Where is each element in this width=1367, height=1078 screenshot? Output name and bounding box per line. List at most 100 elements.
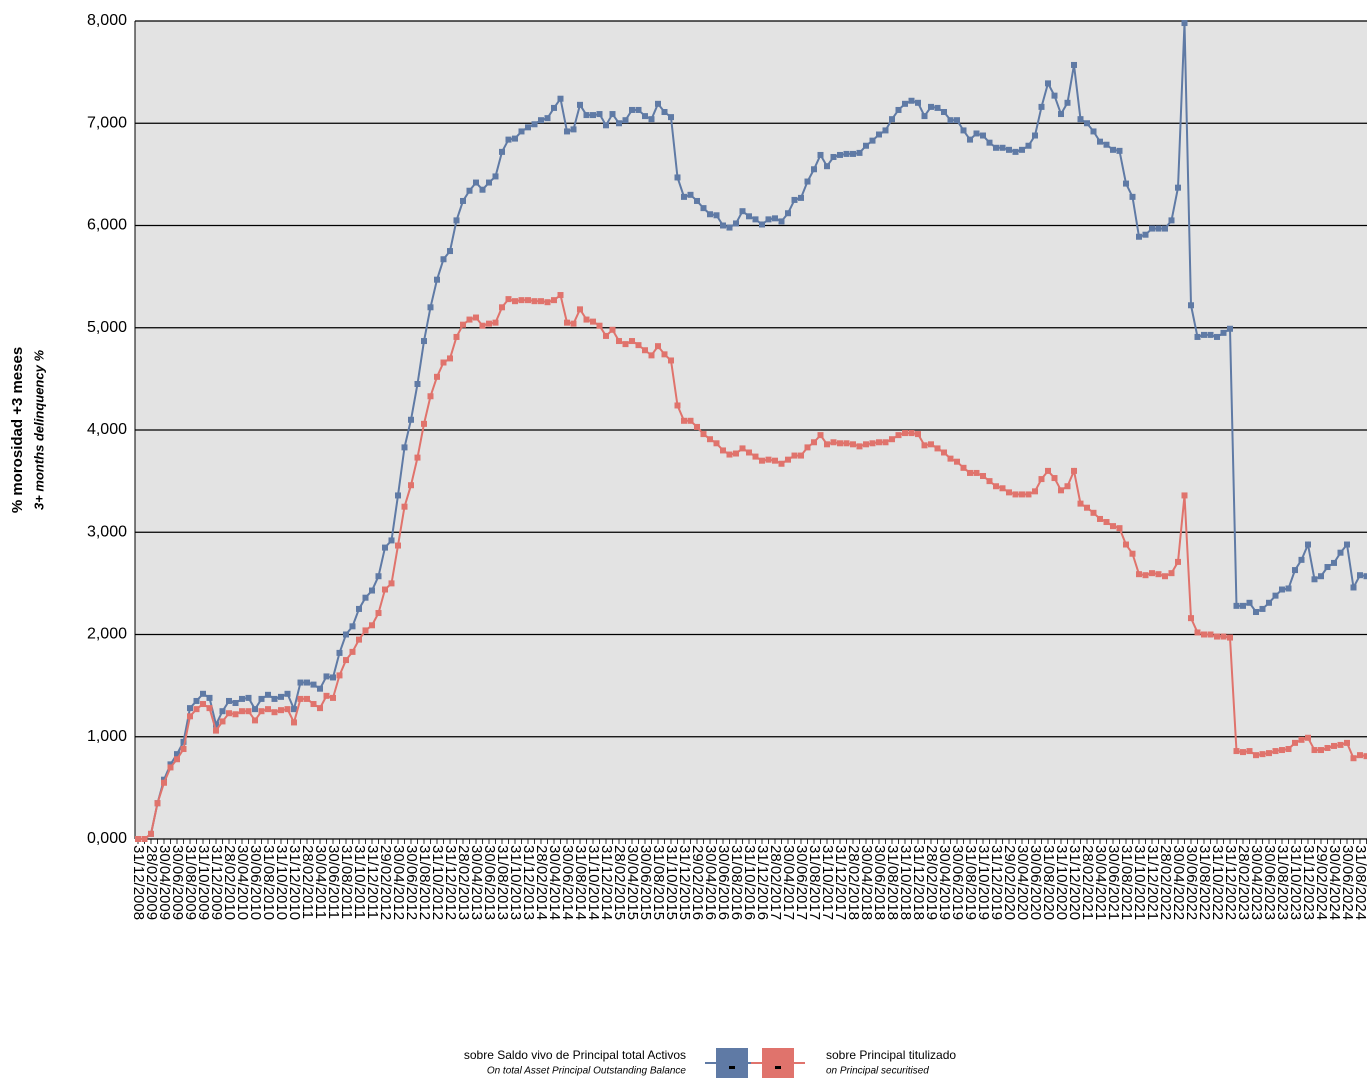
x-tick-label: 30/06/2012 xyxy=(403,845,420,920)
point xyxy=(947,117,954,124)
x-tick-label: 31/10/2020 xyxy=(1053,845,1070,920)
point xyxy=(941,449,947,456)
point xyxy=(908,97,915,104)
point xyxy=(1311,576,1318,583)
point xyxy=(1214,333,1220,340)
point xyxy=(616,120,622,127)
point xyxy=(1051,475,1058,482)
point xyxy=(1227,634,1233,641)
point xyxy=(174,751,180,758)
point xyxy=(869,440,876,447)
point xyxy=(1045,80,1051,87)
point xyxy=(876,131,882,138)
x-tick-label: 30/04/2015 xyxy=(624,845,641,920)
point xyxy=(1246,599,1253,606)
point xyxy=(1350,584,1357,591)
x-tick-label: 31/10/2014 xyxy=(585,845,602,920)
x-tick-label: 28/02/2022 xyxy=(1157,845,1174,920)
point xyxy=(245,694,252,701)
point xyxy=(1305,541,1311,548)
point xyxy=(1142,572,1149,579)
x-tick-label: 28/02/2014 xyxy=(533,845,550,920)
x-tick-label: 31/10/2015 xyxy=(663,845,680,920)
point xyxy=(648,352,655,359)
x-tick-label: 31/08/2015 xyxy=(650,845,667,920)
x-tick-label: 31/10/2019 xyxy=(975,845,992,920)
point xyxy=(252,717,258,724)
x-tick-label: 31/12/2017 xyxy=(832,845,849,920)
point xyxy=(889,436,895,443)
point xyxy=(206,705,213,712)
point xyxy=(479,186,486,193)
point xyxy=(486,320,492,327)
point xyxy=(759,221,765,228)
x-tick-label: 30/04/2019 xyxy=(936,845,953,920)
x-tick-label: 31/08/2017 xyxy=(806,845,823,920)
x-tick-label: 29/02/2020 xyxy=(1001,845,1018,920)
point xyxy=(726,224,733,231)
point xyxy=(434,276,440,283)
legend-dash xyxy=(775,1066,781,1069)
x-tick-label: 30/04/2009 xyxy=(156,845,173,920)
point xyxy=(895,106,902,113)
point xyxy=(304,679,310,686)
point xyxy=(1207,631,1214,638)
point xyxy=(1188,615,1194,622)
point xyxy=(609,326,616,333)
point xyxy=(707,211,713,218)
x-tick-label: 31/10/2018 xyxy=(897,845,914,920)
x-tick-label: 31/08/2016 xyxy=(728,845,745,920)
point xyxy=(1240,602,1246,609)
point xyxy=(180,746,187,753)
point xyxy=(655,100,661,107)
point xyxy=(414,454,421,461)
point xyxy=(174,756,180,763)
point xyxy=(551,297,557,304)
point xyxy=(635,106,642,113)
point xyxy=(343,657,349,664)
point xyxy=(284,706,291,713)
point xyxy=(232,700,239,707)
point xyxy=(382,586,388,593)
point xyxy=(1357,752,1363,759)
x-tick-label: 31/10/2012 xyxy=(429,845,446,920)
point xyxy=(908,430,915,437)
point xyxy=(1032,132,1038,139)
point xyxy=(772,457,778,464)
point xyxy=(993,144,999,151)
point xyxy=(1149,225,1155,232)
y-axis-subtitle: 3+ months delinquency % xyxy=(31,350,46,510)
point xyxy=(1162,573,1168,580)
x-tick-label: 28/02/2019 xyxy=(923,845,940,920)
point xyxy=(986,478,993,485)
x-tick-label: 30/04/2013 xyxy=(468,845,485,920)
series-line xyxy=(138,293,1367,840)
y-tick-label: 2,000 xyxy=(87,626,127,643)
x-tick-label: 31/08/2010 xyxy=(260,845,277,920)
point xyxy=(167,764,174,771)
point xyxy=(1038,476,1045,483)
point xyxy=(193,697,200,704)
point xyxy=(544,115,551,122)
point xyxy=(356,605,362,612)
point xyxy=(1201,631,1207,638)
point xyxy=(154,800,161,807)
x-tick-label: 31/12/2008 xyxy=(130,845,147,920)
point xyxy=(973,130,980,137)
point xyxy=(746,213,752,220)
point xyxy=(395,542,401,549)
x-tick-label: 31/08/2014 xyxy=(572,845,589,920)
point xyxy=(772,215,778,222)
point xyxy=(843,150,850,157)
point xyxy=(187,705,193,712)
point xyxy=(460,321,466,328)
point xyxy=(668,114,674,121)
point xyxy=(570,126,577,133)
point xyxy=(1233,602,1240,609)
point xyxy=(1324,564,1331,571)
point xyxy=(492,173,499,180)
point xyxy=(180,738,187,745)
x-tick-label: 30/06/2017 xyxy=(793,845,810,920)
point xyxy=(447,355,453,362)
x-tick-label: 30/06/2024 xyxy=(1339,845,1356,920)
